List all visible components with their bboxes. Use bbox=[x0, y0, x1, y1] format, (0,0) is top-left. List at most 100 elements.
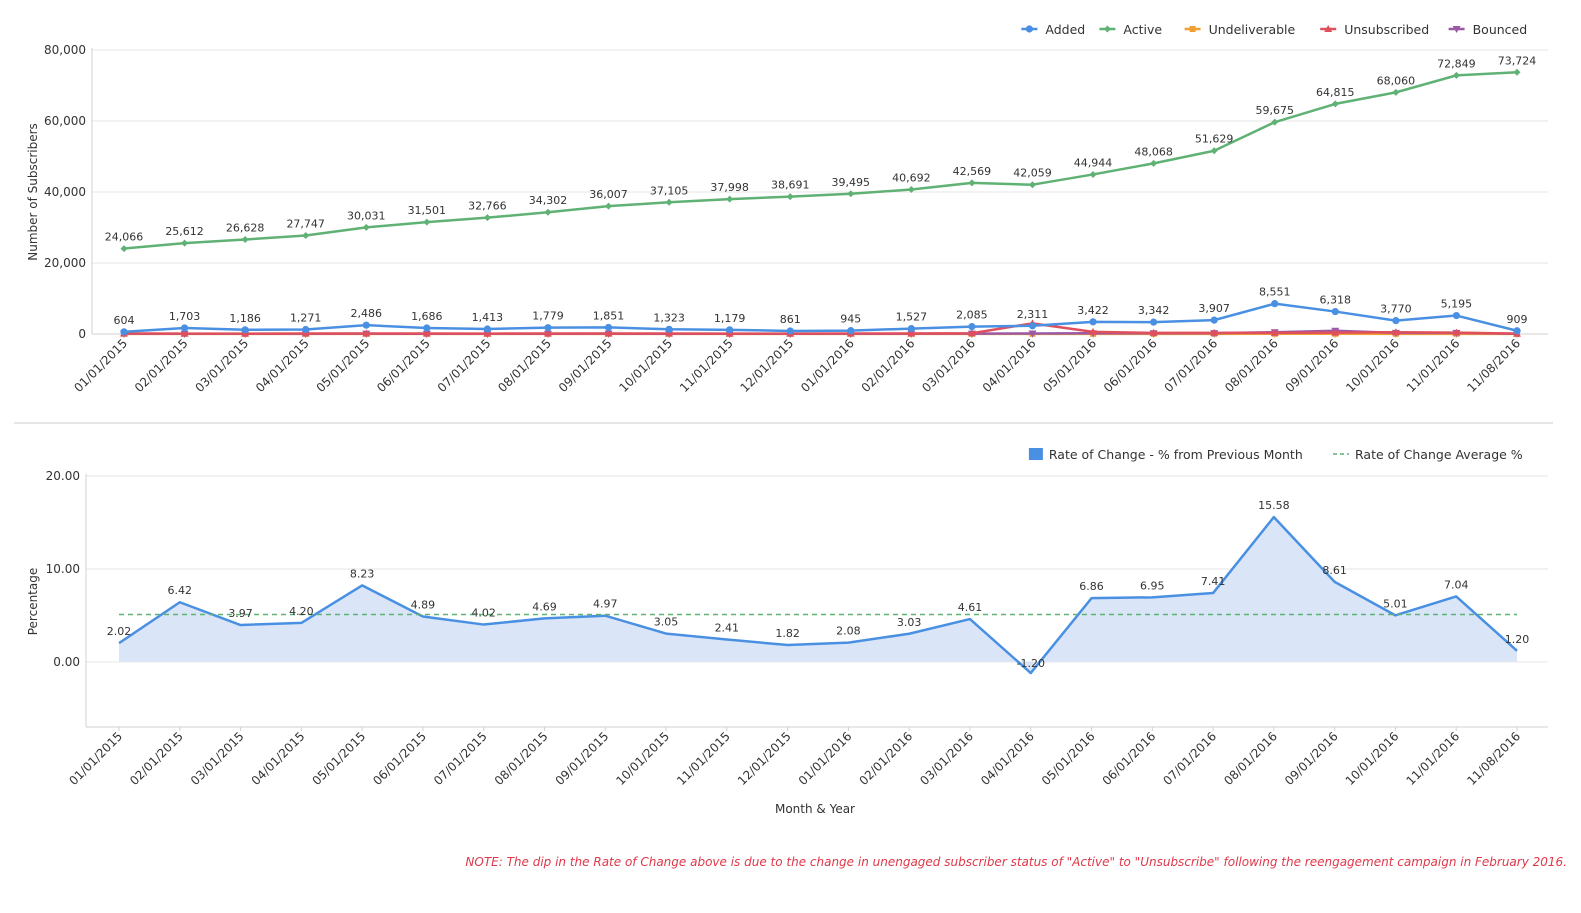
data-label: 4.69 bbox=[532, 600, 557, 613]
data-label: 15.58 bbox=[1258, 499, 1290, 512]
series-line bbox=[123, 302, 1518, 334]
data-label: 8.61 bbox=[1322, 564, 1347, 577]
footnote-note: NOTE: The dip in the Rate of Change abov… bbox=[465, 855, 1567, 869]
data-label: 3,342 bbox=[1138, 304, 1170, 317]
x-tick-label: 01/01/2015 bbox=[66, 729, 125, 788]
x-tick-label: 03/01/2016 bbox=[917, 729, 976, 788]
x-tick-label: 10/01/2015 bbox=[613, 729, 672, 788]
data-label: 1,851 bbox=[593, 309, 625, 322]
x-tick-label: 07/01/2015 bbox=[431, 729, 490, 788]
data-point bbox=[544, 208, 552, 216]
legend-chart-2: Rate of Change Average % Rate of Change -… bbox=[1028, 447, 1523, 462]
legend-marker bbox=[1103, 25, 1111, 33]
legend-swatch-area bbox=[1028, 448, 1043, 460]
series-line bbox=[123, 322, 1518, 335]
x-tick-label: 11/01/2015 bbox=[677, 336, 736, 395]
x-tick-label: 05/01/2016 bbox=[1040, 336, 1099, 395]
data-point bbox=[1150, 318, 1158, 326]
data-point bbox=[665, 325, 673, 333]
data-point bbox=[907, 324, 915, 333]
data-label: 2.08 bbox=[836, 625, 861, 638]
x-tick-label: 12/01/2015 bbox=[738, 336, 797, 395]
data-label: 1.20 bbox=[1505, 633, 1530, 646]
data-label: 48,068 bbox=[1134, 145, 1173, 158]
data-point bbox=[605, 202, 613, 210]
x-tick-label: 02/01/2015 bbox=[127, 729, 186, 788]
data-point bbox=[1452, 328, 1461, 336]
legend-marker bbox=[1025, 25, 1033, 33]
data-point bbox=[362, 223, 370, 231]
x-tick-label: 11/01/2015 bbox=[674, 729, 733, 788]
data-label: 59,675 bbox=[1255, 104, 1294, 117]
data-label: 37,998 bbox=[710, 181, 749, 194]
y-tick-label: 20,000 bbox=[44, 256, 86, 270]
x-tick-label: 12/01/2015 bbox=[735, 729, 794, 788]
data-label: 1,413 bbox=[472, 311, 504, 324]
data-point bbox=[726, 326, 734, 334]
data-label: 4.89 bbox=[411, 598, 436, 611]
data-point bbox=[241, 326, 249, 334]
data-label: 31,501 bbox=[408, 204, 447, 217]
x-tick-label: 01/01/2015 bbox=[71, 336, 130, 395]
data-label: 34,302 bbox=[529, 194, 568, 207]
data-point bbox=[968, 322, 976, 331]
data-point bbox=[1089, 170, 1097, 178]
data-point bbox=[1392, 88, 1400, 96]
data-point bbox=[1150, 159, 1158, 167]
x-tick-label: 08/01/2016 bbox=[1222, 336, 1281, 395]
data-point bbox=[1270, 328, 1279, 336]
x-tick-label: 03/01/2015 bbox=[192, 336, 251, 395]
data-point bbox=[483, 214, 491, 222]
data-label: 3,422 bbox=[1077, 304, 1109, 317]
data-label: 1,686 bbox=[411, 310, 443, 323]
x-tick-label: 06/01/2015 bbox=[370, 729, 429, 788]
data-label: 30,031 bbox=[347, 209, 386, 222]
x-tick-label: 06/01/2016 bbox=[1100, 729, 1159, 788]
data-label: 37,105 bbox=[650, 184, 689, 197]
data-point bbox=[180, 324, 189, 332]
data-label: 3.05 bbox=[654, 616, 679, 629]
legend-marker bbox=[1324, 25, 1333, 32]
y-tick-label: 40,000 bbox=[44, 185, 86, 199]
data-label: 4.61 bbox=[958, 601, 983, 614]
data-point bbox=[1210, 328, 1219, 336]
data-label: 945 bbox=[840, 313, 861, 326]
x-tick-label: 06/01/2016 bbox=[1101, 336, 1160, 395]
x-tick-label: 11/08/2016 bbox=[1464, 336, 1523, 395]
data-label: 3.97 bbox=[228, 607, 253, 620]
data-point bbox=[543, 329, 552, 337]
data-label: 8.23 bbox=[350, 567, 375, 580]
x-tick-label: 08/01/2015 bbox=[495, 336, 554, 395]
x-tick-label: 04/01/2016 bbox=[980, 336, 1039, 395]
data-point bbox=[1028, 322, 1037, 330]
y-tick-label: 60,000 bbox=[44, 114, 86, 128]
x-tick-label: 09/01/2016 bbox=[1282, 729, 1341, 788]
data-point bbox=[1331, 307, 1339, 316]
data-point bbox=[120, 328, 128, 336]
data-label: 2,486 bbox=[351, 307, 383, 320]
x-tick-label: 09/01/2015 bbox=[556, 336, 615, 395]
data-point bbox=[362, 321, 370, 329]
y-axis-title: Number of Subscribers bbox=[26, 123, 40, 261]
x-tick-label: 10/01/2016 bbox=[1343, 336, 1402, 395]
x-tick-label: 10/01/2015 bbox=[616, 336, 675, 395]
data-label: 68,060 bbox=[1377, 74, 1416, 87]
data-point bbox=[726, 195, 734, 203]
data-point bbox=[302, 325, 310, 334]
data-point bbox=[1210, 316, 1218, 324]
x-tick-label: 07/01/2015 bbox=[435, 336, 494, 395]
data-point bbox=[1452, 311, 1461, 320]
x-tick-label: 06/01/2015 bbox=[374, 336, 433, 395]
data-label: 1,271 bbox=[290, 311, 322, 324]
x-tick-label: 08/01/2016 bbox=[1221, 729, 1280, 788]
data-point bbox=[604, 323, 613, 332]
data-point bbox=[120, 245, 128, 253]
data-point bbox=[786, 193, 794, 201]
data-label: 27,747 bbox=[286, 217, 325, 230]
x-tick-label: 05/01/2015 bbox=[309, 729, 368, 788]
data-point bbox=[1210, 147, 1218, 155]
data-label: 4.02 bbox=[471, 607, 496, 620]
series-added bbox=[120, 300, 1521, 336]
data-label: 6.95 bbox=[1140, 579, 1165, 592]
